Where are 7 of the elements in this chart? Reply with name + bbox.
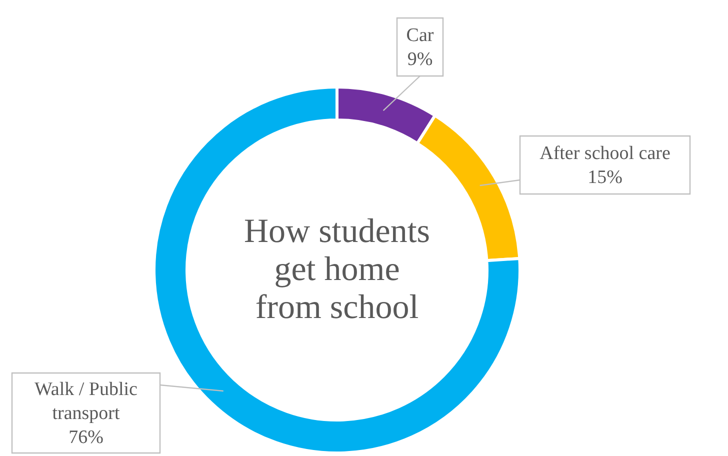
data-label: 76% bbox=[68, 427, 104, 448]
data-label: 15% bbox=[588, 167, 623, 188]
slice-label: Car bbox=[406, 25, 434, 46]
data-label: 9% bbox=[407, 49, 433, 70]
slice-label: After school care bbox=[540, 143, 670, 164]
text: How students get home from school bbox=[244, 213, 430, 326]
slice-label: Walk / Public transport bbox=[34, 379, 138, 424]
